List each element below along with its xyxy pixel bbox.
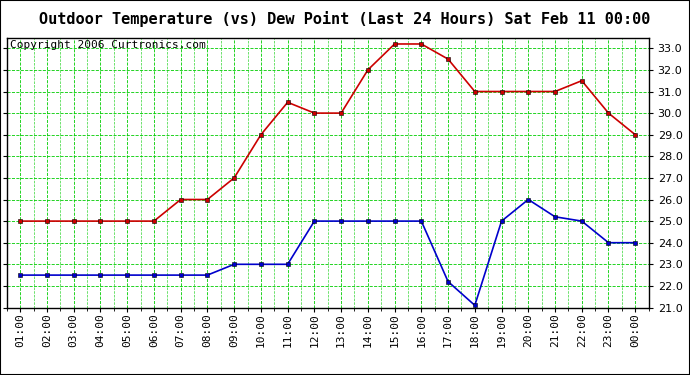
Text: Copyright 2006 Curtronics.com: Copyright 2006 Curtronics.com <box>10 40 206 50</box>
Text: Outdoor Temperature (vs) Dew Point (Last 24 Hours) Sat Feb 11 00:00: Outdoor Temperature (vs) Dew Point (Last… <box>39 11 651 27</box>
